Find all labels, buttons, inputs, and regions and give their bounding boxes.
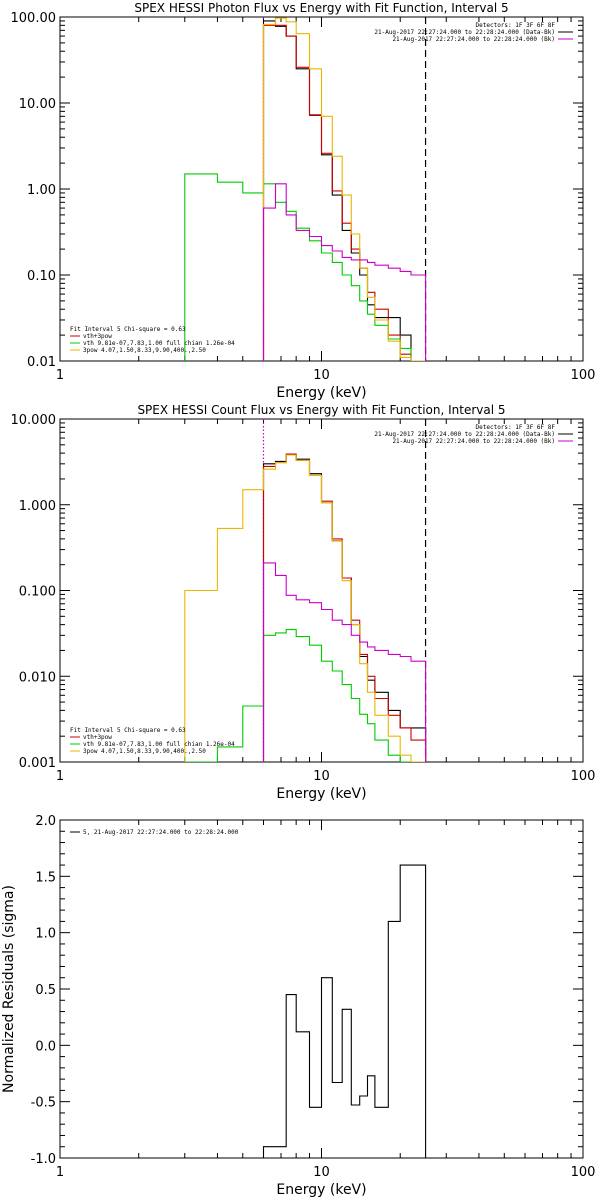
legend-text: vth 9.81e-07,7.83,1.00 full chian 1.26e-… — [83, 340, 235, 347]
legend-text: Detectors: 1F 3F 6F 8F — [476, 424, 556, 431]
bottom-left-legend: Fit Interval 5 Chi-square = 0.63vth+3pow… — [70, 727, 235, 755]
legend-text: vth+3pow — [83, 734, 112, 741]
y-tick-label: 2.0 — [35, 814, 56, 829]
y-tick-label: 0.100 — [19, 585, 56, 600]
top-left-legend: 5, 21-Aug-2017 22:27:24.000 to 22:28:24.… — [70, 829, 239, 836]
y-tick-label: 0.001 — [19, 756, 56, 771]
legend-text: 5, 21-Aug-2017 22:27:24.000 to 22:28:24.… — [83, 829, 239, 836]
y-tick-label: 0.010 — [19, 670, 56, 685]
x-axis-label: Energy (keV) — [276, 385, 366, 401]
series-vth-3pow-line — [262, 453, 427, 762]
series-data-bk-line — [262, 20, 426, 361]
x-tick-label: 1 — [56, 769, 64, 784]
x-tick-label: 100 — [571, 769, 596, 784]
y-tick-label: -0.5 — [31, 1096, 56, 1111]
y-tick-label: -1.0 — [31, 1152, 56, 1167]
chart-2: 1 10 100 0.001 0.010 0.100 1.000 10.000 SPEX HES… — [11, 403, 596, 802]
y-tick-label: 1.0 — [35, 927, 56, 942]
y-tick-label: 0.01 — [27, 355, 56, 370]
legend-text: 21-Aug-2017 22:27:24.000 to 22:28:24.000… — [374, 431, 555, 438]
y-tick-label: 0.5 — [35, 983, 56, 998]
legend-text: Fit Interval 5 Chi-square = 0.63 — [70, 727, 186, 734]
series-vth-line — [184, 173, 426, 361]
y-tick-label: 0.0 — [35, 1039, 56, 1054]
legend-text: 21-Aug-2017 22:27:24.000 to 22:28:24.000… — [392, 438, 555, 445]
x-tick-label: 10 — [313, 368, 330, 383]
series-3pow-line — [262, 17, 426, 361]
y-tick-label: 1.00 — [27, 183, 56, 198]
legend-text: vth+3pow — [83, 333, 112, 340]
chart-3: 1 10 100 -1.0 -0.5 0.0 0.5 1.0 1.5 2.0 Energy (keV… — [1, 814, 595, 1198]
data-layer — [262, 864, 427, 1158]
y-axis-label: Normalized Residuals (sigma) — [1, 885, 17, 1093]
data-layer — [184, 17, 427, 361]
legend-text: Detectors: 1F 3F 6F 8F — [476, 22, 556, 29]
x-tick-label: 10 — [313, 769, 330, 784]
x-axis-label: Energy (keV) — [276, 786, 366, 802]
series-vth-3pow-line — [262, 24, 426, 361]
y-tick-label: 10.000 — [11, 413, 57, 428]
legend-text: 3pow 4.07,1.50,8.33,9.90,400.,2.50 — [83, 347, 206, 354]
y-tick-label: 100.00 — [11, 11, 57, 26]
legend-text: Fit Interval 5 Chi-square = 0.63 — [70, 326, 186, 333]
bottom-left-legend: Fit Interval 5 Chi-square = 0.63vth+3pow… — [70, 326, 235, 354]
chart-title: SPEX HESSI Photon Flux vs Energy with Fi… — [134, 1, 508, 15]
legend-text: vth 9.81e-07,7.83,1.00 full chian 1.26e-… — [83, 741, 235, 748]
y-tick-label: 0.10 — [27, 269, 56, 284]
x-axis-label: Energy (keV) — [276, 1182, 366, 1198]
x-tick-label: 1 — [56, 1165, 64, 1180]
plot-frame — [59, 418, 584, 763]
chart-title: SPEX HESSI Count Flux vs Energy with Fit… — [137, 403, 505, 417]
x-tick-label: 100 — [571, 368, 596, 383]
series-3pow-line — [184, 454, 426, 762]
y-tick-label: 1.5 — [35, 870, 56, 885]
series-bk-line — [262, 183, 427, 361]
y-tick-label: 10.00 — [19, 97, 56, 112]
series-residuals-line — [262, 864, 427, 1158]
x-tick-label: 10 — [313, 1165, 330, 1180]
chart-1: 1 10 100 0.01 0.10 1.00 10.00 100.00 SPEX HESSI … — [11, 1, 596, 401]
x-tick-label: 1 — [56, 368, 64, 383]
y-tick-label: 1.000 — [19, 499, 56, 514]
x-tick-label: 100 — [571, 1165, 596, 1180]
legend-text: 21-Aug-2017 22:27:24.000 to 22:28:24.000… — [392, 36, 555, 43]
series-bk-line — [262, 562, 427, 762]
series-data-bk-line — [262, 454, 427, 762]
legend-text: 3pow 4.07,1.50,8.33,9.90,400.,2.50 — [83, 748, 206, 755]
legend-text: 21-Aug-2017 22:27:24.000 to 22:28:24.000… — [374, 29, 555, 36]
data-layer — [184, 419, 427, 762]
